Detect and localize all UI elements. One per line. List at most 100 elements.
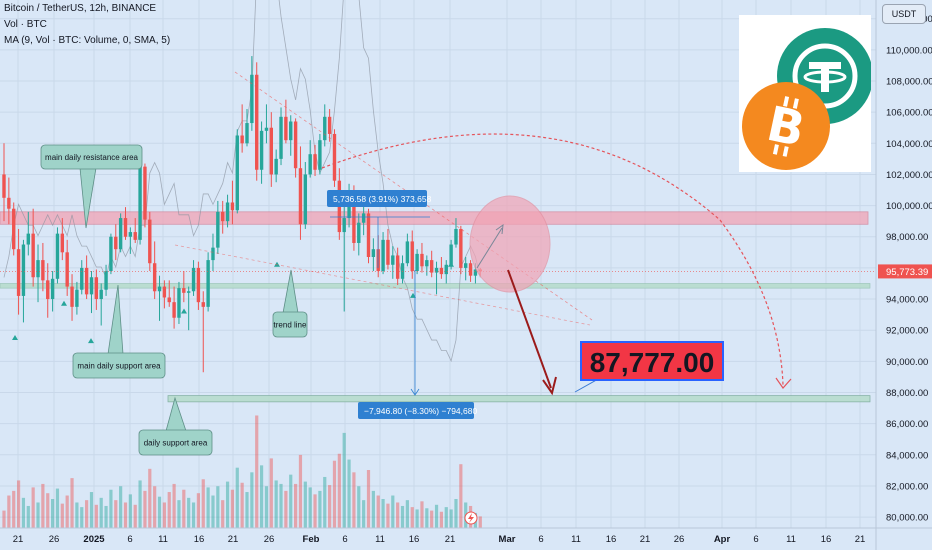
volume-bar [255,415,259,528]
volume-bar [157,496,162,528]
candle-body [274,158,278,175]
candle-body [386,239,390,265]
volume-bar [206,487,210,528]
volume-bar [347,459,351,528]
candle-body [293,121,298,169]
candle-body [94,277,99,300]
candle-body [245,123,249,144]
volume-bar [323,476,327,528]
price-tick-label: 88,000.00 [886,388,928,399]
volume-bar [138,480,142,528]
volume-bar [2,510,6,528]
price-tick-label: 82,000.00 [886,481,928,492]
small-up-arrow [476,227,503,269]
candle-body [405,241,410,264]
time-tick-label: 16 [821,534,832,545]
candle-body [221,211,225,222]
candle-body [99,289,103,300]
volume-bar [396,502,400,528]
volume-bar [459,464,463,528]
volume-bar [128,494,132,528]
volume-bar [420,501,424,528]
main-support-callout-box [72,352,166,379]
volume-bar [89,492,94,528]
volume-bar [366,470,371,528]
price-tick-label: 104,000.00 [886,139,932,150]
candle-body [391,255,395,265]
volume-bar [60,503,64,528]
volume-bar [182,489,186,528]
volume-legend: Vol · BTC [4,19,47,30]
fractal-marker [88,338,94,344]
candle-body [449,244,453,265]
trend-callout-label: trend line [274,321,307,330]
volume-bar [444,507,448,528]
volume-bar [410,507,414,528]
time-tick-label: 26 [264,534,275,545]
daily-support-zone [167,395,871,403]
time-tick-label: Feb [303,534,320,545]
volume-bar [109,489,113,528]
candle-body [2,174,6,198]
volume-bar [376,495,380,528]
candle-body [133,232,137,240]
candle-body [464,263,468,268]
candle-body [138,166,142,240]
candle-body [182,288,186,293]
volume-bar [46,493,50,528]
volume-bar [279,483,283,528]
volume-bar [70,478,74,528]
trend-callout-box [272,311,308,338]
time-tick-label: 26 [49,534,60,545]
candle-body [434,267,439,273]
candle-body [298,168,303,225]
candle-body [80,267,84,290]
candle-body [313,154,317,170]
tether-bitcoin-logos: B [742,28,873,170]
time-tick-label: 21 [640,534,651,545]
time-tick-label: 26 [674,534,685,545]
price-tick-label: 106,000.00 [886,108,932,119]
time-tick-label: 6 [753,534,758,545]
drawing-layer: 5,736.58 (3.91%) 373,658 −7,946.80 (−8.30… [0,71,876,525]
fractal-marker [12,334,18,340]
candle-body [284,116,288,141]
candle-body [186,291,191,293]
time-tick-label: 21 [445,534,456,545]
volume-bar [119,486,123,528]
volume-bar [357,486,361,528]
currency-button[interactable]: USDT [882,4,926,24]
volume-bar [264,486,269,528]
price-tick-label: 80,000.00 [886,513,928,524]
volume-bar [405,500,409,528]
price-tick-label: 110,000.00 [886,45,932,56]
volume-bar [274,480,278,528]
candle-body [425,260,429,267]
volume-bar [133,504,137,528]
candle-body [255,74,259,170]
candle-body [89,277,94,295]
candle-body [84,267,89,295]
candle-body [55,233,60,279]
price-tick-label: 84,000.00 [886,450,928,461]
volume-bar [425,508,429,528]
candle-body [459,228,463,268]
time-tick-label: 6 [342,534,347,545]
volume-bar [478,516,482,528]
candle-body [7,197,11,209]
volume-bar [434,504,439,528]
time-tick-label: Apr [714,534,731,545]
candle-body [143,166,147,220]
volume-bar [148,468,152,528]
volume-bar [352,472,356,528]
volume-bar [449,509,453,528]
fractal-marker [181,308,187,314]
candle-body [230,202,235,211]
down-arrow-head [542,376,557,396]
volume-bar [12,490,16,528]
time-tick-label: 11 [158,534,168,545]
symbol-title: Bitcoin / TetherUS, 12h, BINANCE [4,3,157,14]
volume-bar [318,490,322,528]
volume-bar [381,499,385,528]
